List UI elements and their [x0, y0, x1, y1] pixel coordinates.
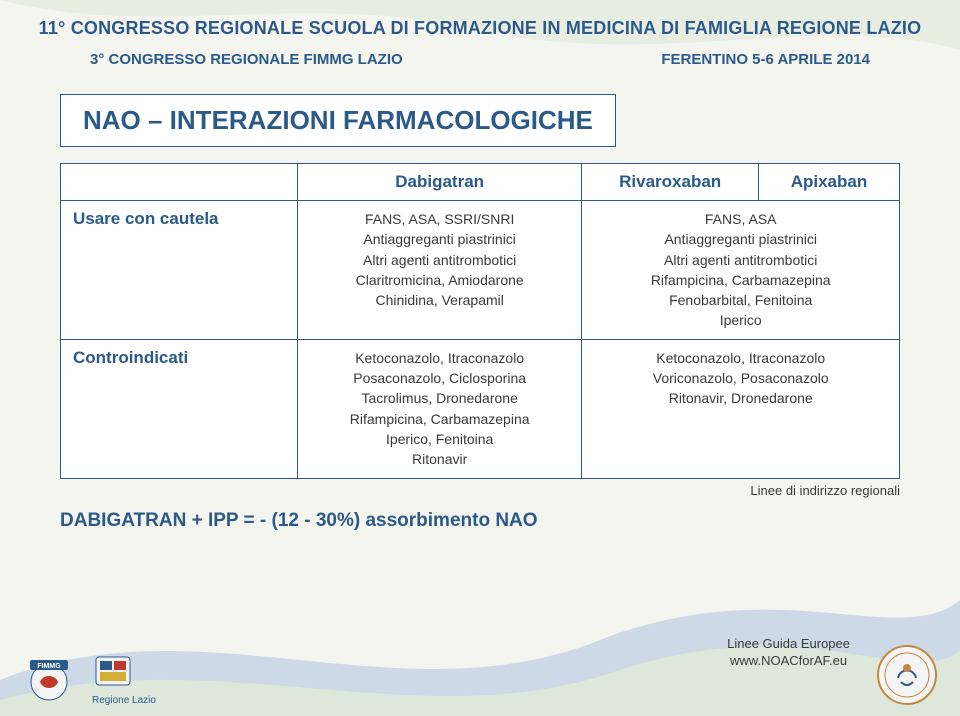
congress-title: 11° CONGRESSO REGIONALE SCUOLA DI FORMAZ… — [0, 18, 960, 39]
fimmg-logo: FIMMG — [22, 658, 76, 702]
footer-logos: FIMMG Regione Lazio — [0, 650, 960, 708]
header-rivaroxaban: Rivaroxaban — [582, 164, 759, 201]
header-empty — [61, 164, 298, 201]
slide-title-box: NAO – INTERAZIONI FARMACOLOGICHE — [60, 94, 616, 147]
subheader-right: FERENTINO 5-6 APRILE 2014 — [661, 51, 870, 68]
slide-title: NAO – INTERAZIONI FARMACOLOGICHE — [83, 105, 593, 136]
cell-cautela-dabigatran: FANS, ASA, SSRI/SNRIAntiaggreganti piast… — [297, 201, 582, 340]
cell-contro-dabigatran: Ketoconazolo, ItraconazoloPosaconazolo, … — [297, 339, 582, 478]
table-row: Controindicati Ketoconazolo, Itraconazol… — [61, 339, 900, 478]
subheader-left: 3° CONGRESSO REGIONALE FIMMG LAZIO — [90, 51, 403, 68]
footnote-right: Linee di indirizzo regionali — [60, 483, 900, 498]
dabigatran-ipp-line: DABIGATRAN + IPP = - (12 - 30%) assorbim… — [60, 510, 900, 532]
cell-cautela-rivapix: FANS, ASAAntiaggreganti piastriniciAltri… — [582, 201, 900, 340]
row-label-controindicati: Controindicati — [61, 339, 298, 478]
interactions-table: Dabigatran Rivaroxaban Apixaban Usare co… — [60, 163, 900, 479]
page-header: 11° CONGRESSO REGIONALE SCUOLA DI FORMAZ… — [0, 0, 960, 68]
header-dabigatran: Dabigatran — [297, 164, 582, 201]
row-label-cautela: Usare con cautela — [61, 201, 298, 340]
table-header-row: Dabigatran Rivaroxaban Apixaban — [61, 164, 900, 201]
subheader-row: 3° CONGRESSO REGIONALE FIMMG LAZIO FEREN… — [0, 39, 960, 68]
content-area: NAO – INTERAZIONI FARMACOLOGICHE Dabigat… — [0, 68, 960, 532]
svg-text:FIMMG: FIMMG — [37, 663, 61, 670]
table-row: Usare con cautela FANS, ASA, SSRI/SNRIAn… — [61, 201, 900, 340]
header-apixaban: Apixaban — [758, 164, 899, 201]
regione-lazio-logo: Regione Lazio — [92, 655, 156, 706]
regione-lazio-label: Regione Lazio — [92, 695, 156, 706]
cell-contro-rivapix: Ketoconazolo, ItraconazoloVoriconazolo, … — [582, 339, 900, 478]
scuola-formazione-logo — [876, 644, 938, 706]
